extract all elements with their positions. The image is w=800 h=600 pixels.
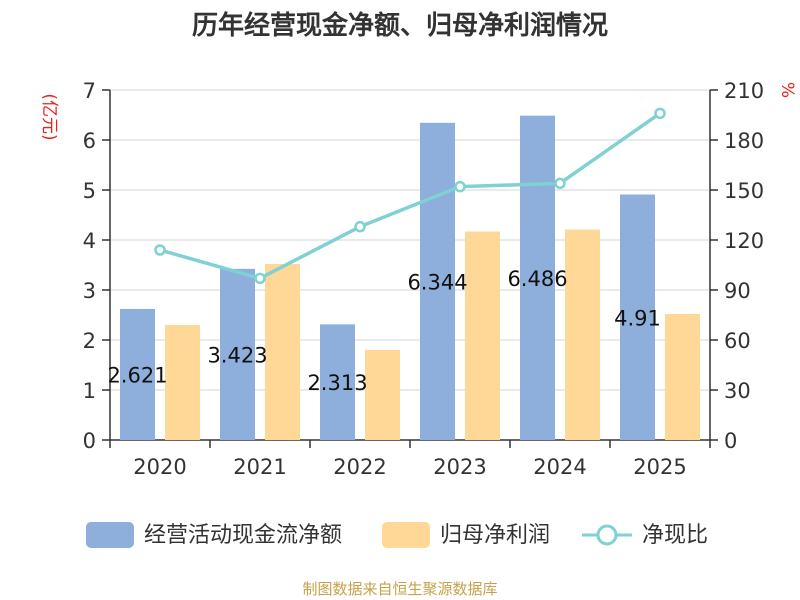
x-tick-label: 2020 (133, 455, 186, 479)
ratio-point (354, 220, 366, 233)
bar-netprofit (465, 231, 500, 440)
left-axis: 0 1 2 3 4 5 6 7 (83, 79, 111, 453)
legend-marker-ratio (596, 524, 618, 546)
right-tick-label: 30 (724, 379, 751, 403)
x-tick-label: 2021 (233, 455, 286, 479)
left-tick-label: 2 (83, 329, 96, 353)
x-tick-label: 2023 (433, 455, 486, 479)
data-label-cashflow: 2.313 (307, 371, 367, 395)
legend-label-cashflow: 经营活动现金流净额 (144, 523, 342, 548)
bar-cashflow (620, 194, 655, 440)
right-tick-label: 90 (724, 279, 751, 303)
data-label-cashflow: 6.486 (507, 267, 567, 291)
left-tick-label: 6 (83, 129, 96, 153)
data-label-cashflow: 6.344 (407, 270, 467, 294)
x-tick-label: 2022 (333, 455, 386, 479)
legend-swatch-netprofit (382, 522, 430, 548)
ratio-line (154, 107, 666, 285)
ratio-line-path (159, 111, 662, 281)
bar-netprofit (265, 264, 300, 440)
bar-netprofit (165, 325, 200, 440)
legend-label-ratio: 净现比 (642, 523, 708, 548)
data-label-cashflow: 4.91 (614, 306, 661, 330)
bar-netprofit (565, 229, 600, 440)
right-tick-label: 180 (724, 129, 764, 153)
left-tick-label: 7 (83, 79, 96, 103)
ratio-point (254, 272, 266, 285)
bars (120, 115, 700, 441)
bar-cashflow (120, 308, 155, 440)
right-tick-label: 120 (724, 229, 764, 253)
ratio-point (454, 180, 466, 193)
legend: 经营活动现金流净额 归母净利润 净现比 (86, 522, 708, 548)
grid (110, 89, 710, 391)
bar-cashflow (320, 324, 355, 440)
legend-swatch-cashflow (86, 522, 134, 548)
ratio-point (154, 244, 166, 256)
ratio-point (554, 177, 566, 190)
right-tick-label: 0 (724, 429, 737, 453)
source-note: 制图数据来自恒生聚源数据库 (302, 580, 497, 598)
left-tick-label: 5 (83, 179, 96, 203)
left-tick-label: 1 (83, 379, 96, 403)
bar-cashflow (420, 122, 455, 441)
data-labels: 2.621 3.423 2.313 6.344 6.486 4.91 (107, 267, 660, 395)
x-axis: 2020 2021 2022 2023 2024 2025 (109, 439, 711, 479)
bar-cashflow (520, 115, 555, 440)
right-tick-label: 150 (724, 179, 764, 203)
left-axis-label: (亿元) (39, 93, 59, 140)
bar-netprofit (665, 314, 700, 440)
data-label-cashflow: 3.423 (207, 343, 267, 367)
data-label-cashflow: 2.621 (107, 363, 167, 387)
x-tick-label: 2024 (533, 455, 586, 479)
x-tick-label: 2025 (633, 455, 686, 479)
ratio-point (654, 107, 666, 120)
right-axis-label: % (777, 82, 797, 98)
right-tick-label: 60 (724, 329, 751, 353)
legend-label-netprofit: 归母净利润 (440, 523, 550, 548)
bar-netprofit (365, 350, 400, 440)
left-tick-label: 3 (83, 279, 96, 303)
left-tick-label: 0 (83, 429, 96, 453)
left-tick-label: 4 (83, 229, 96, 253)
bar-cashflow (220, 268, 255, 440)
chart-title: 历年经营现金净额、归母净利润情况 (192, 10, 608, 41)
right-tick-label: 210 (724, 79, 764, 103)
right-axis: 0 30 60 90 120 150 180 210 (709, 79, 764, 453)
